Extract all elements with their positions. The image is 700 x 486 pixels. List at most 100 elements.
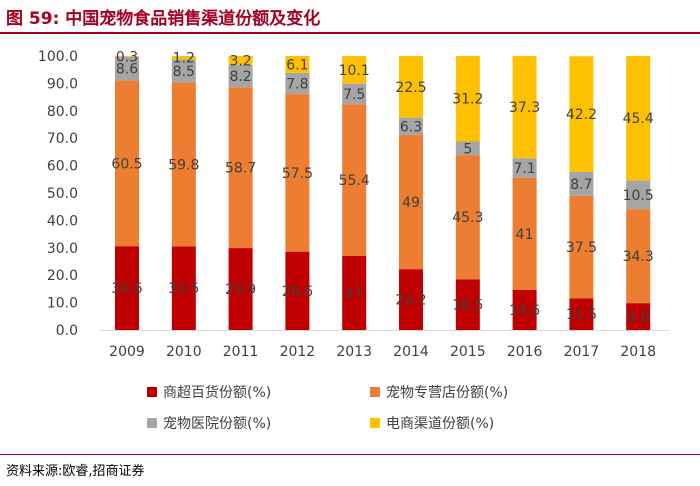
bar-segment-2016-2 — [512, 158, 537, 178]
data-label-2010-3: 1.2 — [173, 51, 195, 67]
source-note: 资料来源:欧睿,招商证券 — [6, 464, 145, 479]
bar-segment-2014-0 — [399, 269, 423, 330]
data-label-2011-3: 3.2 — [229, 53, 251, 69]
data-label-2012-1: 57.5 — [282, 166, 313, 182]
data-label-2009-2: 8.6 — [116, 62, 138, 78]
y-tick-label: 40.0 — [47, 213, 78, 229]
data-label-2016-2: 7.1 — [513, 161, 535, 177]
bar-segment-2012-1 — [285, 94, 310, 252]
bar-segment-2013-1 — [342, 104, 367, 257]
y-tick-label: 20.0 — [47, 268, 78, 284]
data-label-2010-0: 30.5 — [168, 281, 199, 297]
y-tick-label: 30.0 — [47, 241, 78, 257]
y-tick-label: 100.0 — [38, 49, 78, 65]
y-tick-label: 10.0 — [47, 296, 78, 312]
data-label-2017-1: 37.5 — [566, 240, 597, 256]
bar-segment-2013-0 — [342, 256, 367, 330]
bar-segment-2009-1 — [115, 80, 139, 247]
bar-segment-2017-2 — [569, 171, 594, 196]
data-label-2015-3: 31.2 — [452, 92, 483, 108]
data-label-2012-3: 6.1 — [286, 57, 308, 73]
bar-segment-2011-3 — [228, 56, 253, 65]
legend-label-3: 电商渠道份额(%) — [386, 416, 494, 432]
bar-segment-2009-3 — [115, 56, 139, 57]
bar-segment-2015-1 — [455, 155, 480, 280]
bar-segment-2011-2 — [228, 64, 253, 88]
y-tick-label: 70.0 — [47, 131, 78, 147]
legend-label-1: 宠物专营店份额(%) — [386, 385, 508, 401]
data-label-2013-2: 7.5 — [343, 87, 365, 103]
data-label-2014-3: 22.5 — [395, 80, 426, 96]
data-label-2009-3: 0.3 — [116, 49, 138, 65]
bar-segment-2013-2 — [342, 83, 367, 105]
data-label-2011-0: 29.9 — [225, 282, 256, 298]
x-tick-label: 2016 — [507, 344, 543, 360]
bar-segment-2013-3 — [342, 56, 367, 84]
bar-segment-2015-0 — [455, 279, 480, 330]
data-label-2011-1: 58.7 — [225, 161, 256, 177]
x-tick-label: 2012 — [280, 344, 316, 360]
legend-label-2: 宠物医院份额(%) — [163, 416, 271, 432]
y-tick-label: 50.0 — [47, 186, 78, 202]
bar-segment-2017-3 — [569, 56, 594, 172]
data-label-2016-1: 41 — [516, 227, 534, 243]
y-tick-label: 80.0 — [47, 104, 78, 120]
bar-segment-2011-0 — [228, 248, 253, 330]
x-tick-label: 2018 — [620, 344, 656, 360]
source-rule — [0, 454, 700, 455]
bar-segment-2018-3 — [626, 56, 651, 181]
data-label-2013-0: 27 — [345, 286, 363, 302]
data-label-2013-3: 10.1 — [339, 63, 370, 79]
data-label-2010-2: 8.5 — [173, 64, 195, 80]
y-tick-label: 0.0 — [56, 323, 78, 339]
figure-title: 图 59: 中国宠物食品销售渠道份额及变化 — [6, 9, 321, 29]
data-label-2018-2: 10.5 — [623, 188, 654, 204]
bar-segment-2017-1 — [569, 195, 594, 299]
bar-segment-2010-2 — [171, 59, 196, 83]
bar-segment-2017-0 — [569, 298, 594, 330]
data-label-2012-2: 7.8 — [286, 76, 308, 92]
bar-segment-2012-2 — [285, 72, 310, 95]
bar-segment-2018-1 — [626, 209, 651, 304]
bar-segment-2010-0 — [171, 246, 196, 330]
bar-segment-2014-1 — [399, 134, 423, 270]
bar-segment-2016-1 — [512, 177, 537, 290]
bar-segment-2014-2 — [399, 117, 423, 135]
data-label-2018-1: 34.3 — [623, 249, 654, 265]
data-label-2010-1: 59.8 — [168, 158, 199, 174]
x-tick-label: 2013 — [336, 344, 372, 360]
data-label-2015-1: 45.3 — [452, 210, 483, 226]
bar-segment-2015-2 — [455, 141, 480, 156]
legend-swatch-2 — [147, 418, 157, 428]
data-label-2018-0: 9.8 — [627, 310, 649, 326]
data-label-2016-0: 14.6 — [509, 303, 540, 319]
bar-segment-2009-0 — [115, 246, 139, 330]
data-label-2014-2: 6.3 — [400, 119, 422, 135]
data-label-2018-3: 45.4 — [623, 111, 654, 127]
data-label-2009-0: 30.6 — [111, 281, 142, 297]
x-tick-label: 2017 — [564, 344, 600, 360]
stacked-bar-chart: 0.0 10.0 20.0 30.0 40.0 50.0 60.0 70.0 80.0 90.0 1… — [38, 49, 670, 432]
data-label-2014-1: 49 — [402, 195, 420, 211]
data-label-2015-2: 5 — [463, 141, 472, 157]
bar-segment-2012-0 — [285, 251, 310, 330]
data-label-2011-2: 8.2 — [229, 69, 251, 85]
data-label-2009-1: 60.5 — [111, 156, 142, 172]
bar-segment-2010-3 — [171, 56, 196, 60]
bar-segment-2011-1 — [228, 87, 253, 249]
bar-segment-2018-2 — [626, 180, 651, 210]
x-tick-label: 2010 — [166, 344, 202, 360]
x-tick-label: 2009 — [109, 344, 145, 360]
bar-segment-2015-3 — [455, 56, 480, 142]
data-label-2014-0: 22.2 — [395, 293, 426, 309]
data-label-2013-1: 55.4 — [339, 173, 370, 189]
bar-segment-2010-1 — [171, 82, 196, 247]
bar-segment-2009-2 — [115, 56, 139, 81]
bar-segment-2016-3 — [512, 56, 537, 159]
y-tick-label: 90.0 — [47, 76, 78, 92]
data-label-2015-0: 18.5 — [452, 298, 483, 314]
data-label-2012-0: 28.6 — [282, 284, 313, 300]
data-label-2016-3: 37.3 — [509, 100, 540, 116]
legend-label-0: 商超百货份额(%) — [163, 384, 271, 401]
legend-swatch-1 — [370, 387, 380, 397]
